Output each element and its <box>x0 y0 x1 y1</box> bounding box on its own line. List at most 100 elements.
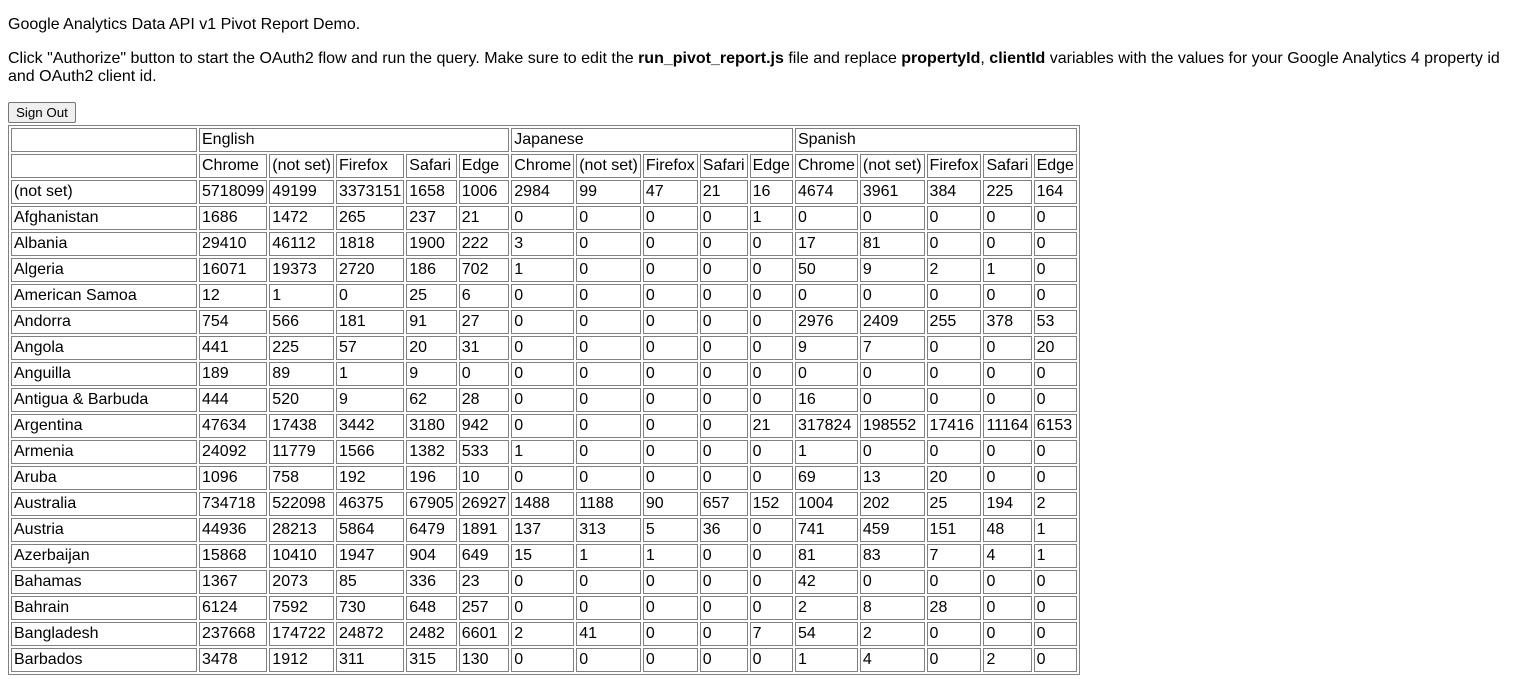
value-cell: 1096 <box>199 466 268 490</box>
value-cell: 0 <box>576 648 641 672</box>
value-cell: 758 <box>269 466 334 490</box>
value-cell: 42 <box>794 570 858 594</box>
value-cell: 237 <box>406 206 457 230</box>
value-cell: 0 <box>859 570 925 594</box>
value-cell: 1686 <box>199 206 268 230</box>
value-cell: 0 <box>749 336 793 360</box>
country-cell: Angola <box>11 336 197 360</box>
value-cell: 0 <box>859 206 925 230</box>
value-cell: 0 <box>749 362 793 386</box>
value-cell: 0 <box>699 336 748 360</box>
value-cell: 942 <box>458 414 510 438</box>
value-cell: 5 <box>642 518 698 542</box>
intro-var-client-id: clientId <box>989 50 1046 67</box>
value-cell: 23 <box>458 570 510 594</box>
value-cell: 0 <box>699 648 748 672</box>
value-cell: 2482 <box>406 622 457 646</box>
language-header: Spanish <box>794 128 1077 152</box>
browser-header: Safari <box>406 154 457 178</box>
value-cell: 50 <box>794 258 858 282</box>
value-cell: 194 <box>983 492 1032 516</box>
value-cell: 317824 <box>794 414 858 438</box>
country-cell: Bahamas <box>11 570 197 594</box>
value-cell: 0 <box>794 206 858 230</box>
value-cell: 0 <box>642 310 698 334</box>
value-cell: 198552 <box>859 414 925 438</box>
language-header: Japanese <box>511 128 793 152</box>
value-cell: 6153 <box>1033 414 1077 438</box>
value-cell: 0 <box>794 284 858 308</box>
value-cell: 0 <box>642 596 698 620</box>
value-cell: 1658 <box>406 180 457 204</box>
value-cell: 1 <box>794 648 858 672</box>
corner-cell <box>11 154 197 178</box>
value-cell: 1188 <box>576 492 641 516</box>
value-cell: 1 <box>1033 544 1077 568</box>
value-cell: 378 <box>983 310 1032 334</box>
browser-header: Firefox <box>335 154 405 178</box>
country-cell: Bangladesh <box>11 622 197 646</box>
value-cell: 1 <box>511 258 575 282</box>
value-cell: 255 <box>926 310 982 334</box>
value-cell: 0 <box>699 284 748 308</box>
value-cell: 1006 <box>458 180 510 204</box>
value-cell: 0 <box>859 284 925 308</box>
value-cell: 0 <box>926 362 982 386</box>
value-cell: 19373 <box>269 258 334 282</box>
value-cell: 0 <box>642 258 698 282</box>
value-cell: 754 <box>199 310 268 334</box>
value-cell: 0 <box>1033 258 1077 282</box>
value-cell: 57 <box>335 336 405 360</box>
value-cell: 0 <box>749 284 793 308</box>
value-cell: 0 <box>699 570 748 594</box>
value-cell: 0 <box>576 232 641 256</box>
value-cell: 0 <box>576 206 641 230</box>
table-row: Azerbaijan 15868 10410 1947 904 649 15 1 1 0 0 81 83… <box>11 544 1077 568</box>
country-cell: Bahrain <box>11 596 197 620</box>
value-cell: 24872 <box>335 622 405 646</box>
value-cell: 2409 <box>859 310 925 334</box>
value-cell: 137 <box>511 518 575 542</box>
value-cell: 62 <box>406 388 457 412</box>
table-row: Algeria 16071 19373 2720 186 702 1 0 0 0 0 50 9 2 1 0 <box>11 258 1077 282</box>
value-cell: 0 <box>749 544 793 568</box>
value-cell: 0 <box>511 362 575 386</box>
value-cell: 3 <box>511 232 575 256</box>
country-cell: Anguilla <box>11 362 197 386</box>
value-cell: 0 <box>642 648 698 672</box>
table-row: Bangladesh 237668 174722 24872 2482 6601 2 41 0 0… <box>11 622 1077 646</box>
value-cell: 6124 <box>199 596 268 620</box>
browser-header: Safari <box>983 154 1032 178</box>
value-cell: 5718099 <box>199 180 268 204</box>
value-cell: 237668 <box>199 622 268 646</box>
country-cell: Antigua & Barbuda <box>11 388 197 412</box>
value-cell: 0 <box>1033 440 1077 464</box>
value-cell: 13 <box>859 466 925 490</box>
value-cell: 0 <box>642 362 698 386</box>
browser-header: Chrome <box>199 154 268 178</box>
value-cell: 0 <box>511 466 575 490</box>
value-cell: 20 <box>926 466 982 490</box>
value-cell: 0 <box>983 440 1032 464</box>
browser-header: (not set) <box>859 154 925 178</box>
table-row: Antigua & Barbuda 444 520 9 62 28 0 0 0 0 0 16 0 0 0 0 <box>11 388 1077 412</box>
value-cell: 1472 <box>269 206 334 230</box>
value-cell: 0 <box>699 310 748 334</box>
value-cell: 26927 <box>458 492 510 516</box>
value-cell: 54 <box>794 622 858 646</box>
value-cell: 0 <box>983 466 1032 490</box>
value-cell: 0 <box>794 362 858 386</box>
value-cell: 151 <box>926 518 982 542</box>
value-cell: 0 <box>983 622 1032 646</box>
value-cell: 0 <box>926 648 982 672</box>
intro-text: Click "Authorize" button to start the OA… <box>8 50 1510 86</box>
value-cell: 0 <box>1033 284 1077 308</box>
table-row: Andorra 754 566 181 91 27 0 0 0 0 0 2976 2409 255 378 5… <box>11 310 1077 334</box>
value-cell: 16 <box>794 388 858 412</box>
value-cell: 12 <box>199 284 268 308</box>
sign-out-button[interactable]: Sign Out <box>8 102 76 123</box>
browser-header: Edge <box>749 154 793 178</box>
country-cell: Albania <box>11 232 197 256</box>
value-cell: 0 <box>576 414 641 438</box>
value-cell: 730 <box>335 596 405 620</box>
